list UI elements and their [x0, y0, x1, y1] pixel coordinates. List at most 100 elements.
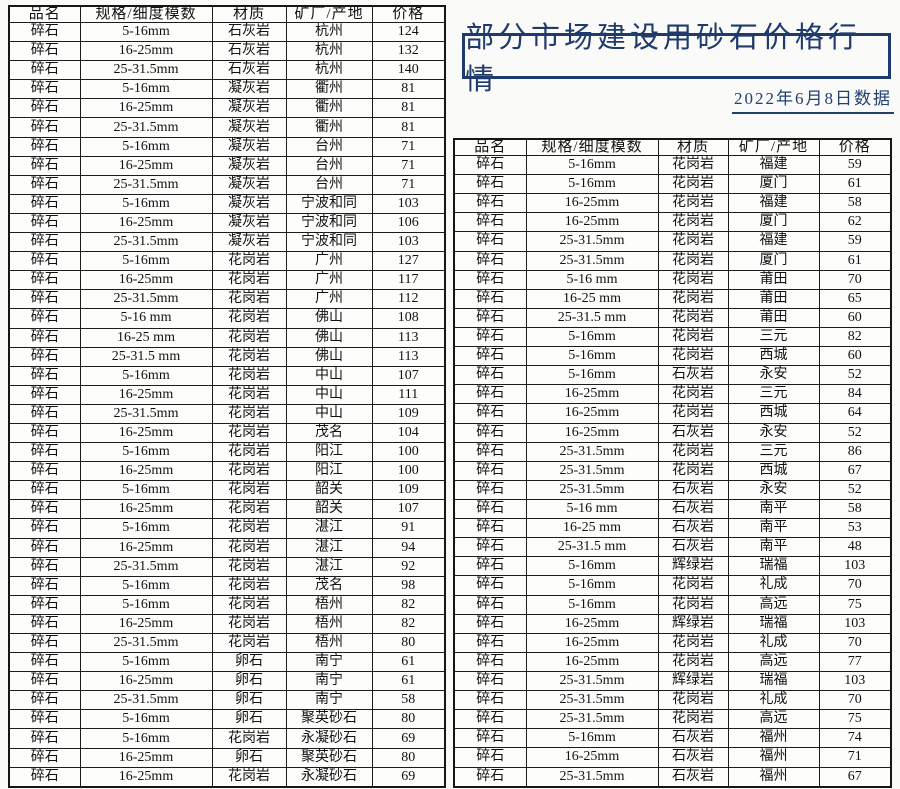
table-cell: 花岗岩 [211, 499, 287, 520]
table-cell: 60 [818, 307, 892, 328]
table-cell: 80 [371, 632, 446, 654]
column-header: 矿厂/产地 [285, 5, 373, 23]
table-cell: 碎石 [8, 251, 81, 272]
table-cell: 碎石 [8, 403, 81, 424]
title-box: 部分市场建设用砂石价格行情 [462, 22, 891, 96]
table-cell: 106 [371, 212, 446, 234]
table-cell: 花岗岩 [657, 174, 729, 195]
table-cell: 碎石 [453, 269, 527, 290]
table-row: 碎石 25-31.5mm 花岗岩 西城 67 [453, 460, 892, 481]
table-cell: 25-31.5mm [525, 766, 659, 788]
table-cell: 16-25mm [525, 613, 659, 634]
table-cell: 永凝砂石 [285, 728, 373, 749]
table-cell: 花岗岩 [211, 422, 287, 444]
table-cell: 16-25mm [525, 422, 659, 443]
table-cell: 凝灰岩 [211, 79, 287, 100]
header-row-right: 品名 规格/细度模数 材质 矿厂/产地 价格 [453, 138, 892, 156]
table-cell: 25-31.5mm [79, 232, 213, 253]
table-cell: 碎石 [453, 422, 527, 443]
table-cell: 碎石 [8, 117, 81, 138]
table-cell: 5-16mm [525, 174, 659, 195]
table-cell: 61 [371, 652, 446, 673]
table-row: 碎石 25-31.5mm 花岗岩 湛江 92 [8, 556, 446, 577]
table-row: 碎石 16-25mm 凝灰岩 衢州 81 [8, 98, 446, 119]
table-cell: 碎石 [8, 747, 81, 768]
table-cell: 16-25mm [79, 270, 213, 291]
table-cell: 5-16mm [79, 518, 213, 539]
table-row: 碎石 16-25 mm 花岗岩 莆田 65 [453, 288, 892, 309]
table-row: 碎石 16-25mm 卵石 南宁 61 [8, 671, 446, 692]
table-cell: 花岗岩 [211, 384, 287, 405]
table-cell: 茂名 [285, 422, 373, 444]
table-cell: 碎石 [8, 575, 81, 596]
table-cell: 福建 [727, 193, 820, 214]
table-cell: 茂名 [285, 575, 373, 596]
table-cell: 碎石 [453, 288, 527, 309]
table-cell: 南宁 [285, 671, 373, 692]
table-row: 碎石 25-31.5mm 凝灰岩 衢州 81 [8, 117, 446, 138]
table-row: 碎石 16-25mm 卵石 聚英砂石 80 [8, 747, 446, 768]
table-row: 碎石 16-25mm 花岗岩 韶关 107 [8, 499, 446, 520]
table-cell: 碎石 [8, 671, 81, 692]
table-cell: 花岗岩 [657, 403, 729, 424]
table-cell: 5-16 mm [79, 308, 213, 329]
table-cell: 16-25mm [525, 212, 659, 233]
table-row: 碎石 25-31.5 mm 花岗岩 佛山 113 [8, 346, 446, 367]
table-cell: 碎石 [8, 518, 81, 539]
table-cell: 5-16mm [79, 480, 213, 501]
table-cell: 湛江 [285, 518, 373, 539]
table-row: 碎石 16-25mm 花岗岩 茂名 104 [8, 422, 446, 444]
table-cell: 16-25mm [525, 651, 659, 672]
table-cell: 花岗岩 [211, 632, 287, 654]
table-cell: 碎石 [8, 155, 81, 176]
table-row: 碎石 16-25 mm 石灰岩 南平 53 [453, 518, 892, 539]
table-cell: 卵石 [211, 671, 287, 692]
table-cell: 82 [371, 613, 446, 635]
table-cell: 中山 [285, 403, 373, 424]
table-cell: 花岗岩 [211, 480, 287, 501]
table-cell: 16-25mm [79, 766, 213, 788]
table-cell: 宁波和同 [285, 212, 373, 234]
table-cell: 花岗岩 [657, 441, 729, 462]
table-cell: 82 [818, 326, 892, 348]
table-cell: 花岗岩 [657, 269, 729, 290]
table-cell: 碎石 [453, 632, 527, 653]
table-cell: 65 [818, 288, 892, 309]
table-cell: 花岗岩 [657, 346, 729, 367]
table-row: 碎石 25-31.5mm 凝灰岩 宁波和同 103 [8, 232, 446, 253]
table-cell: 碎石 [8, 193, 81, 214]
table-cell: 16-25mm [79, 422, 213, 444]
table-row: 碎石 5-16mm 花岗岩 厦门 61 [453, 174, 892, 195]
table-cell: 花岗岩 [657, 709, 729, 730]
table-cell: 25-31.5mm [525, 460, 659, 481]
table-cell: 石灰岩 [657, 747, 729, 768]
table-cell: 25-31.5 mm [79, 346, 213, 367]
table-cell: 5-16mm [525, 594, 659, 615]
table-cell: 103 [818, 613, 892, 634]
table-cell: 碎石 [453, 479, 527, 500]
table-cell: 高远 [727, 594, 820, 615]
column-header: 材质 [211, 5, 287, 23]
table-cell: 69 [371, 728, 446, 749]
table-cell: 104 [371, 422, 446, 444]
table-cell: 25-31.5mm [79, 632, 213, 654]
table-cell: 花岗岩 [211, 346, 287, 367]
table-cell: 凝灰岩 [211, 117, 287, 138]
table-row: 碎石 25-31.5mm 石灰岩 福州 67 [453, 766, 892, 788]
table-cell: 80 [371, 747, 446, 768]
table-cell: 75 [818, 709, 892, 730]
table-cell: 莆田 [727, 269, 820, 290]
table-row: 碎石 16-25mm 石灰岩 福州 71 [453, 747, 892, 768]
table-cell: 25-31.5mm [525, 690, 659, 711]
table-cell: 25-31.5mm [525, 670, 659, 692]
table-cell: 凝灰岩 [211, 98, 287, 119]
table-cell: 16-25mm [79, 671, 213, 692]
table-cell: 辉绿岩 [657, 613, 729, 634]
table-cell: 61 [818, 174, 892, 195]
table-cell: 25-31.5mm [79, 690, 213, 711]
table-cell: 阳江 [285, 442, 373, 463]
table-cell: 花岗岩 [211, 461, 287, 482]
table-cell: 5-16mm [79, 251, 213, 272]
table-cell: 南平 [727, 537, 820, 558]
table-cell: 5-16mm [79, 709, 213, 730]
